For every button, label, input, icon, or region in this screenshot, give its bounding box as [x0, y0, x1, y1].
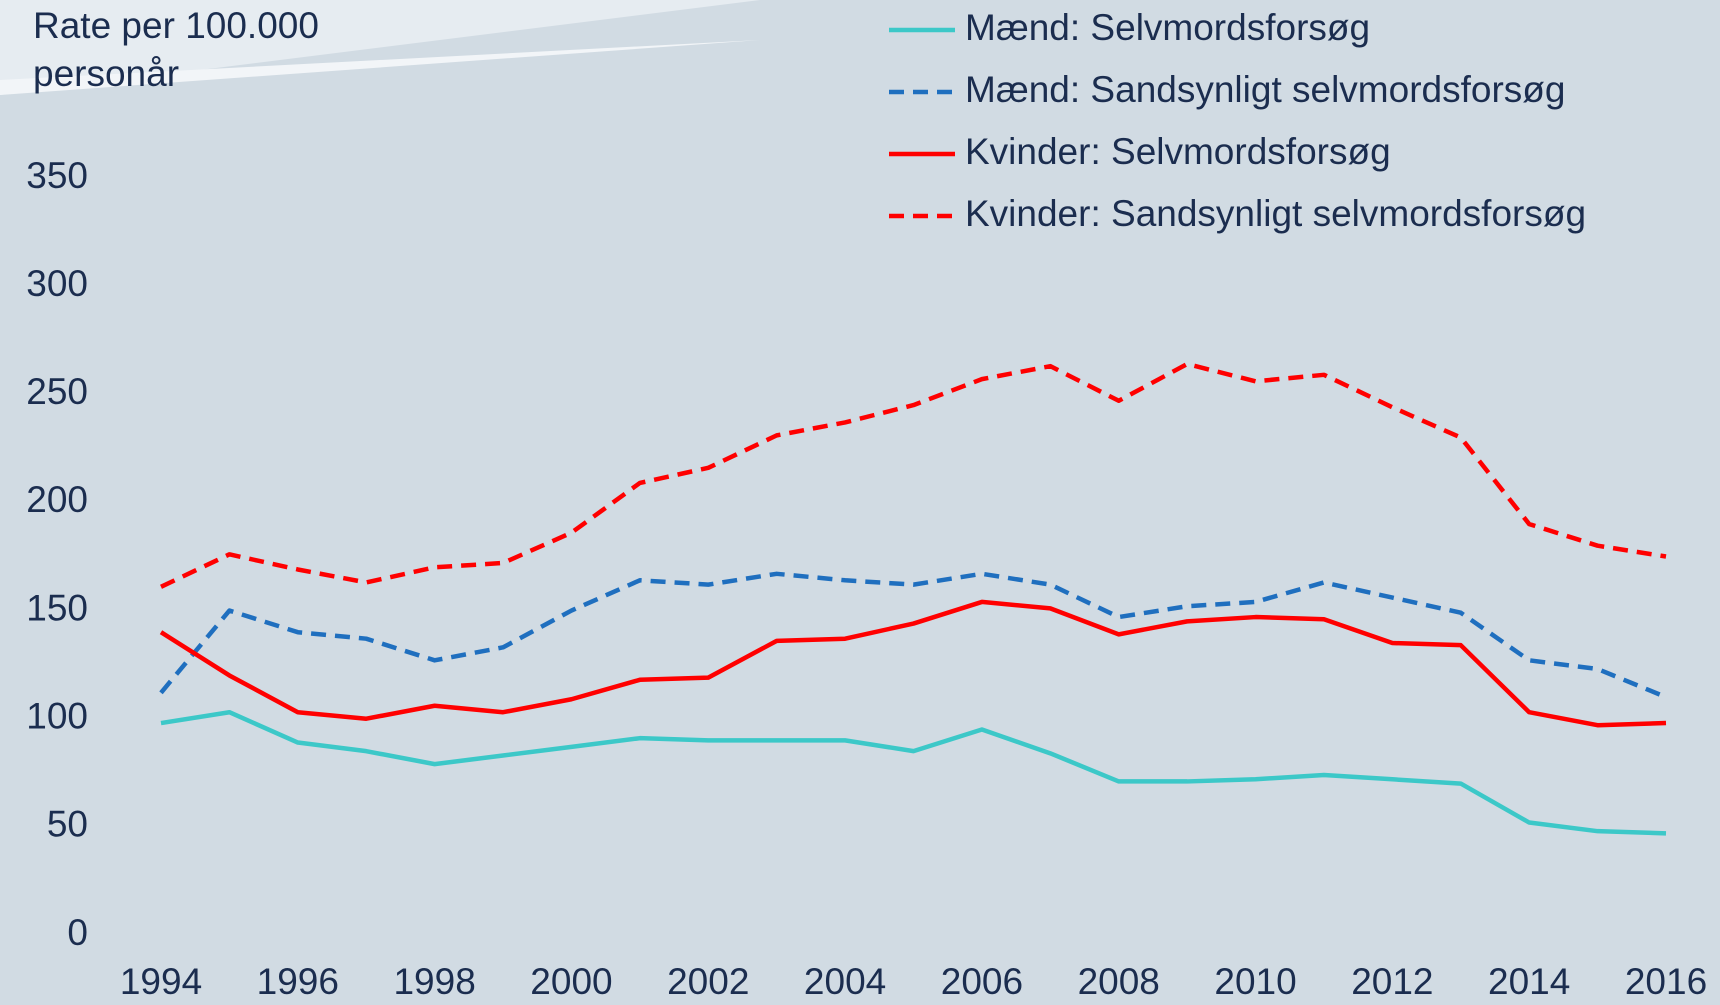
y-tick-label: 350 [26, 155, 88, 196]
x-tick-label: 2002 [667, 961, 749, 1002]
x-tick-label: 2016 [1625, 961, 1707, 1002]
y-tick-label: 150 [26, 587, 88, 628]
x-tick-label: 2006 [941, 961, 1023, 1002]
background-sweep-highlight [0, 40, 760, 95]
y-axis-label: personår [33, 53, 179, 94]
legend-label: Mænd: Selvmordsforsøg [965, 7, 1370, 48]
x-tick-label: 2000 [530, 961, 612, 1002]
y-tick-label: 250 [26, 371, 88, 412]
y-tick-label: 200 [26, 479, 88, 520]
line-series [160, 709, 1667, 836]
x-tick-label: 1998 [393, 961, 475, 1002]
line-series [159, 599, 1667, 728]
y-tick-label: 300 [26, 263, 88, 304]
x-tick-label: 2012 [1351, 961, 1433, 1002]
x-tick-label: 1994 [120, 961, 202, 1002]
line-series [160, 361, 1667, 589]
x-tick-label: 2010 [1214, 961, 1296, 1002]
x-tick-label: 2014 [1488, 961, 1570, 1002]
y-tick-label: 50 [47, 804, 88, 845]
x-tick-label: 2004 [804, 961, 886, 1002]
line-series [159, 571, 1667, 700]
y-tick-label: 100 [26, 695, 88, 736]
legend-label: Kvinder: Selvmordsforsøg [965, 131, 1391, 172]
y-tick-label: 0 [67, 912, 88, 953]
x-tick-label: 1996 [257, 961, 339, 1002]
x-tick-label: 2008 [1078, 961, 1160, 1002]
legend-label: Kvinder: Sandsynligt selvmordsforsøg [965, 193, 1586, 234]
y-axis-label: Rate per 100.000 [33, 5, 319, 46]
legend-label: Mænd: Sandsynligt selvmordsforsøg [965, 69, 1565, 110]
